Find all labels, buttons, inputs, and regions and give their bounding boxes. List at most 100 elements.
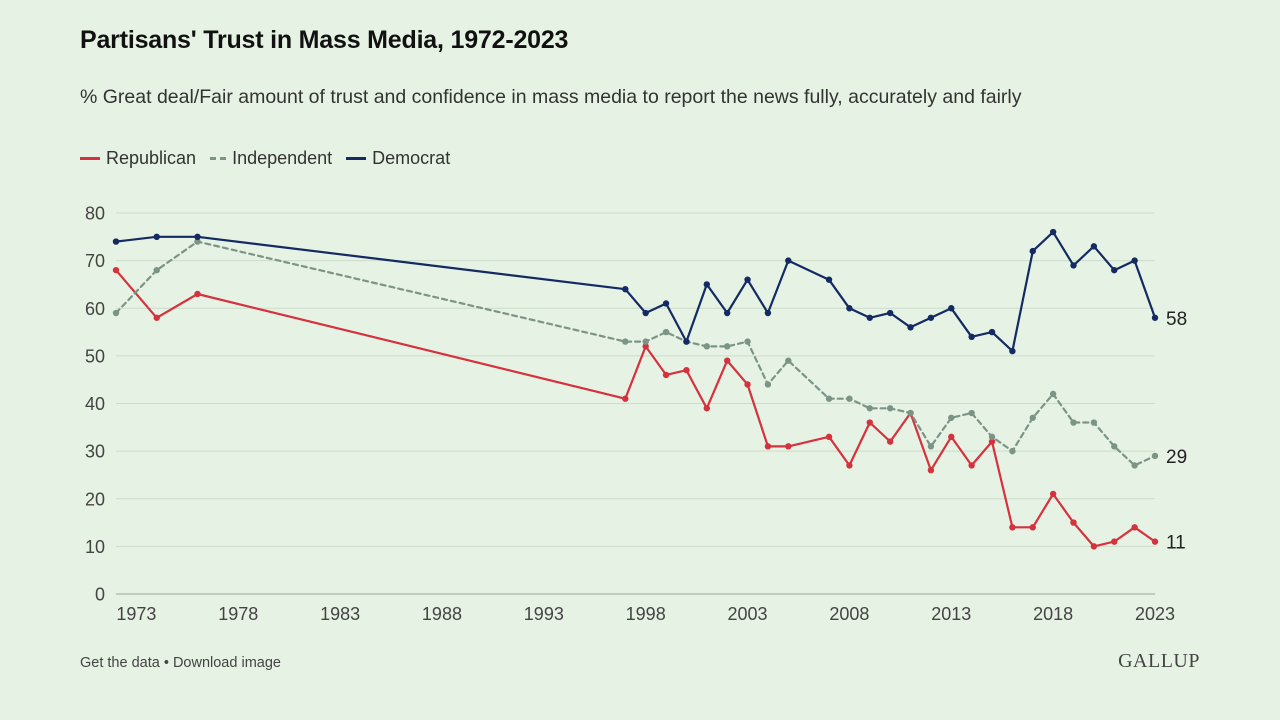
data-point-republican-1998	[642, 343, 649, 350]
footer-separator: •	[163, 655, 169, 671]
data-point-republican-2018	[1049, 490, 1057, 498]
data-point-independent-2009	[866, 405, 873, 412]
data-point-democrat-2018	[1049, 228, 1057, 236]
data-point-independent-2005	[785, 357, 792, 364]
data-point-democrat-2009	[866, 314, 873, 321]
data-point-democrat-2020	[1090, 243, 1098, 250]
data-point-republican-1997	[622, 395, 629, 402]
data-point-independent-2010	[886, 405, 894, 412]
legend-label-independent: Independent	[232, 148, 333, 168]
data-point-democrat-1997	[622, 286, 629, 293]
legend-item-republican: Republican	[80, 148, 196, 169]
data-point-democrat-1998	[642, 309, 649, 317]
data-point-republican-2010	[886, 438, 894, 445]
data-point-republican-1972	[112, 266, 120, 274]
data-point-democrat-2008	[846, 305, 853, 312]
y-tick-label-80: 80	[85, 204, 105, 224]
legend-swatch-democrat	[346, 157, 367, 160]
x-tick-label-1998: 1998	[626, 604, 666, 624]
x-tick-label-1983: 1983	[320, 604, 360, 624]
gallup-logo: GALLUP	[1118, 650, 1200, 672]
x-tick-label-2013: 2013	[931, 604, 971, 624]
y-tick-label-70: 70	[85, 251, 105, 271]
data-point-democrat-1999	[662, 300, 670, 307]
data-point-independent-1974	[153, 266, 160, 274]
data-point-independent-2014	[968, 409, 975, 417]
data-point-independent-2018	[1049, 390, 1057, 398]
data-point-democrat-2012	[927, 314, 935, 321]
data-point-democrat-2004	[764, 309, 772, 317]
data-point-independent-2021	[1111, 443, 1118, 450]
data-point-republican-1999	[662, 371, 670, 379]
data-point-democrat-2022	[1131, 257, 1138, 264]
chart-subtitle: % Great deal/Fair amount of trust and co…	[80, 86, 1022, 108]
legend-swatch-republican	[80, 157, 100, 160]
data-point-democrat-2019	[1070, 262, 1077, 269]
data-point-republican-2009	[866, 419, 873, 426]
y-tick-label-50: 50	[85, 346, 105, 366]
data-point-democrat-1972	[112, 238, 120, 245]
x-tick-label-1988: 1988	[422, 604, 462, 624]
data-point-republican-2004	[764, 443, 772, 450]
data-point-democrat-2010	[886, 309, 894, 317]
data-point-republican-2002	[723, 357, 731, 364]
data-point-independent-2012	[927, 443, 935, 450]
end-label-independent: 29	[1166, 447, 1187, 468]
data-point-independent-1999	[662, 328, 670, 336]
data-point-democrat-2002	[723, 309, 731, 317]
x-tick-label-2018: 2018	[1033, 604, 1073, 624]
data-point-republican-2023	[1151, 538, 1159, 545]
data-point-independent-1972	[112, 309, 120, 317]
data-point-republican-2020	[1090, 543, 1098, 550]
data-point-republican-2016	[1009, 524, 1016, 531]
series-line-democrat	[114, 231, 1157, 353]
data-point-independent-1976	[194, 238, 201, 245]
data-point-democrat-2013	[948, 305, 955, 312]
y-tick-label-0: 0	[95, 585, 105, 605]
get-data-link[interactable]: Get the data	[80, 655, 160, 671]
legend-label-democrat: Democrat	[372, 148, 451, 168]
data-point-democrat-2014	[968, 333, 975, 341]
data-point-republican-2019	[1070, 519, 1077, 526]
data-point-democrat-2001	[703, 281, 711, 288]
data-point-republican-2022	[1131, 524, 1138, 531]
data-point-independent-2016	[1009, 447, 1016, 455]
data-point-independent-2019	[1070, 419, 1077, 426]
data-point-independent-2008	[846, 395, 853, 402]
y-tick-label-10: 10	[85, 537, 105, 557]
data-point-independent-1997	[622, 338, 629, 345]
data-point-republican-2014	[968, 462, 975, 469]
y-tick-label-30: 30	[85, 442, 105, 462]
download-image-link[interactable]: Download image	[172, 655, 281, 671]
data-point-republican-1974	[153, 314, 160, 321]
data-point-republican-2007	[825, 433, 833, 441]
data-point-democrat-2000	[683, 338, 690, 345]
footer-links: Get the data • Download image	[80, 655, 281, 671]
data-point-independent-2001	[703, 343, 711, 350]
data-point-independent-2004	[764, 381, 772, 388]
x-tick-label-1973: 1973	[116, 604, 156, 624]
data-point-democrat-1974	[153, 233, 160, 241]
data-point-republican-2000	[683, 366, 690, 374]
legend-label-republican: Republican	[106, 148, 197, 168]
data-point-independent-2020	[1090, 419, 1098, 426]
x-tick-label-2023: 2023	[1135, 604, 1175, 624]
data-point-independent-2017	[1029, 414, 1036, 421]
data-point-independent-1998	[642, 338, 649, 345]
series-line-independent	[114, 240, 1157, 467]
legend-item-democrat: Democrat	[346, 148, 450, 169]
data-point-democrat-2015	[988, 328, 996, 336]
legend: Republican Independent Democrat	[80, 148, 464, 169]
data-point-republican-2015	[988, 438, 996, 445]
data-point-independent-2015	[988, 433, 996, 441]
legend-swatch-independent	[210, 157, 227, 160]
data-point-democrat-2011	[907, 324, 914, 331]
data-point-democrat-2005	[785, 257, 792, 264]
series-line-republican	[114, 269, 1157, 548]
data-point-republican-1976	[194, 290, 201, 298]
x-tick-label-2008: 2008	[829, 604, 869, 624]
data-point-independent-2003	[744, 338, 751, 345]
legend-item-independent: Independent	[210, 148, 332, 169]
chart-title: Partisans' Trust in Mass Media, 1972-202…	[80, 26, 569, 54]
